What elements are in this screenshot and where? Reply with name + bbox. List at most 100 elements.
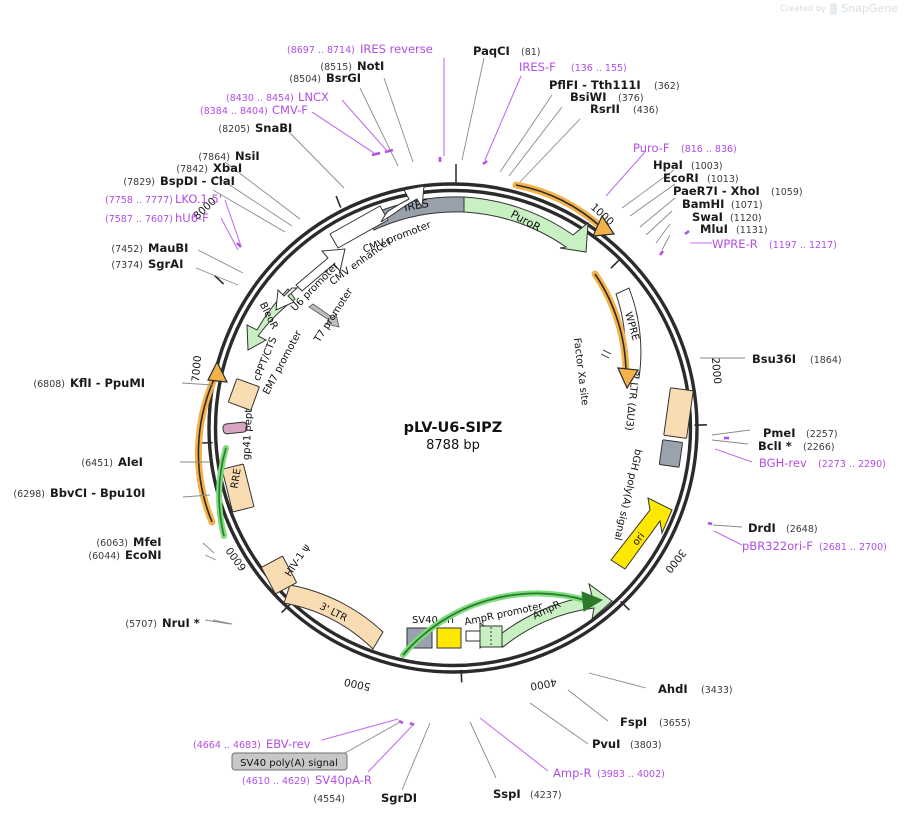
primer-label-amp-r[interactable]: Amp-R — [553, 766, 592, 780]
enzyme-label-maubi[interactable]: MauBI — [148, 241, 188, 255]
primer-label-bgh-rev[interactable]: BGH-rev — [759, 456, 807, 470]
feature-factor-xa-site[interactable]: Factor Xa site — [571, 337, 612, 406]
enzyme-pos-rsrii: (436) — [633, 105, 659, 116]
primer-pos-amp-r: (3983 .. 4002) — [597, 769, 665, 780]
orange-arrow-right — [512, 181, 616, 237]
primer-label-cmv-f[interactable]: CMV-F — [272, 103, 308, 117]
enzyme-label-sgrdi[interactable]: SgrDI — [381, 791, 417, 805]
enzyme-label-drdi[interactable]: DrdI — [748, 521, 776, 535]
primer-label-pbr322ori-f[interactable]: pBR322ori-F — [742, 539, 813, 553]
enzyme-label-alei[interactable]: AleI — [118, 455, 143, 469]
feature-gp41-peptide[interactable]: gp41 peptide — [222, 393, 256, 460]
enzyme-label-sspi[interactable]: SspI — [493, 787, 521, 801]
enzyme-label-ecori[interactable]: EcoRI — [663, 171, 699, 185]
feature-label-hiv1-psi: HIV-1 ψ — [283, 542, 312, 579]
feature-t7-promoter[interactable]: T7 promoter — [308, 286, 356, 346]
enzyme-pos-bsrgi: (8504) — [289, 74, 321, 85]
enzyme-pos-ecori: (1013) — [707, 174, 739, 185]
enzyme-label-kfli-ppumi[interactable]: KflI - PpuMI — [70, 376, 145, 390]
primer-label-lncx[interactable]: LNCX — [298, 90, 329, 104]
enzyme-pos-fspi: (3655) — [659, 718, 691, 729]
feature-3ltr-du3[interactable]: 3' LTR (ΔU3) — [623, 369, 694, 439]
enzyme-labels: PaqCI (81) PflFI - Tth111I (362) BsiWI (… — [13, 44, 841, 805]
enzyme-pos-maubi: (7452) — [111, 244, 143, 255]
tick-label-3000: 3000 — [662, 547, 688, 575]
enzyme-label-bamhi[interactable]: BamHI — [682, 197, 724, 211]
primer-pos-wpre-r: (1197 .. 1217) — [769, 240, 837, 251]
enzyme-pos-bspdi-clai: (7829) — [123, 177, 155, 188]
enzyme-label-snabi[interactable]: SnaBI — [255, 121, 292, 135]
enzyme-pos-sgrai: (7374) — [111, 260, 143, 271]
primer-pos-ires-f: (136 .. 155) — [571, 63, 627, 74]
green-arrow-left — [216, 445, 229, 539]
enzyme-pos-alei: (6451) — [81, 458, 113, 469]
enzyme-label-bsrgi[interactable]: BsrGI — [326, 71, 361, 85]
enzyme-pos-ahdi: (3433) — [701, 685, 733, 696]
enzyme-pos-sspi: (4237) — [530, 790, 562, 801]
feature-ori[interactable]: ori — [610, 497, 673, 570]
enzyme-pos-snabi: (8205) — [218, 124, 250, 135]
primer-label-ires-reverse[interactable]: IRES reverse — [360, 42, 433, 56]
enzyme-label-ahdi[interactable]: AhdI — [658, 682, 688, 696]
primer-pos-pbr322ori-f: (2681 .. 2700) — [819, 542, 887, 553]
feature-sv40-polya-signal[interactable]: SV40 poly(A) signal — [231, 752, 348, 771]
enzyme-label-mfei[interactable]: MfeI — [133, 535, 162, 549]
enzyme-label-bsu36i[interactable]: Bsu36I — [752, 352, 796, 366]
feature-label-sv40-ori: SV40 ori — [412, 615, 454, 626]
enzyme-label-xbai[interactable]: XbaI — [213, 161, 242, 175]
enzyme-label-sgrai[interactable]: SgrAI — [148, 257, 183, 271]
plasmid-backbone — [207, 182, 699, 674]
enzyme-label-econi[interactable]: EcoNI — [125, 548, 161, 562]
primer-label-wpre-r[interactable]: WPRE-R — [712, 237, 758, 251]
primer-pos-hu6-f: (7587 .. 7607) — [105, 214, 173, 225]
enzyme-label-pmei[interactable]: PmeI — [763, 426, 796, 440]
primer-label-ebv-rev[interactable]: EBV-rev — [266, 737, 311, 751]
tick-label-5000: 5000 — [343, 675, 372, 692]
primer-labels: (8697 .. 8714) IRES reverse IRES-F (136 … — [105, 42, 887, 787]
enzyme-label-hpai[interactable]: HpaI — [653, 158, 683, 172]
enzyme-label-paqci[interactable]: PaqCI — [473, 44, 510, 58]
enzyme-label-pvui[interactable]: PvuI — [592, 737, 620, 751]
orange-arrow-wpre — [591, 270, 640, 390]
enzyme-pos-pmei: (2257) — [806, 429, 838, 440]
tick-label-2000: 2000 — [709, 357, 723, 385]
feature-label-gp41: gp41 peptide — [241, 393, 255, 460]
enzyme-label-bcli[interactable]: BclI * — [758, 439, 792, 453]
plasmid-size: 8788 bp — [426, 438, 480, 453]
enzyme-label-bbvci-bpu10i[interactable]: BbvCI - Bpu10I — [50, 486, 145, 500]
enzyme-label-fspi[interactable]: FspI — [620, 715, 647, 729]
enzyme-label-noti[interactable]: NotI — [357, 59, 384, 73]
primer-label-sv40pa-r[interactable]: SV40pA-R — [315, 773, 372, 787]
enzyme-pos-bsiwi: (376) — [618, 93, 644, 104]
enzyme-label-swai[interactable]: SwaI — [692, 210, 723, 224]
enzyme-pos-nrui: (5707) — [125, 619, 157, 630]
primer-label-hu6-f[interactable]: hU6-F — [175, 211, 209, 225]
tick-label-4000: 4000 — [529, 676, 557, 692]
enzyme-pos-hpai: (1003) — [691, 161, 723, 172]
enzyme-pos-paqci: (81) — [521, 47, 541, 58]
feature-label-rre: RRE — [229, 468, 243, 490]
enzyme-label-nrui[interactable]: NruI * — [162, 616, 200, 630]
enzyme-label-bsiwi[interactable]: BsiWI — [570, 90, 607, 104]
enzyme-pos-mfei: (6063) — [96, 538, 128, 549]
enzyme-label-pflfi-tth111i[interactable]: PflFI - Tth111I — [549, 78, 641, 92]
primer-label-lko1-5prime[interactable]: LKO.1 5' — [175, 192, 222, 206]
primer-label-ires-f[interactable]: IRES-F — [519, 60, 556, 74]
enzyme-pos-kfli-ppumi: (6808) — [33, 379, 65, 390]
enzyme-label-mlui[interactable]: MluI — [700, 222, 728, 236]
enzyme-pos-bcli: (2266) — [803, 442, 835, 453]
enzyme-label-bspdi-clai[interactable]: BspDI - ClaI — [160, 174, 235, 188]
enzyme-pos-bamhi: (1071) — [731, 200, 763, 211]
enzyme-pos-swai: (1120) — [730, 213, 762, 224]
enzyme-label-paer7i-xhoi[interactable]: PaeR7I - XhoI — [673, 184, 760, 198]
feature-rre[interactable]: RRE — [221, 463, 255, 513]
primer-label-puro-f[interactable]: Puro-F — [633, 141, 670, 155]
page-title: pLV-U6-SIPZ — [404, 420, 503, 436]
orange-arrow-left — [194, 360, 229, 526]
green-arrow-bottom — [400, 590, 604, 658]
feature-wpre[interactable]: WPRE — [615, 287, 642, 379]
enzyme-label-rsrii[interactable]: RsrII — [590, 102, 620, 116]
enzyme-label-nsii[interactable]: NsiI — [235, 149, 260, 163]
primer-pos-ebv-rev: (4664 .. 4683) — [193, 740, 261, 751]
